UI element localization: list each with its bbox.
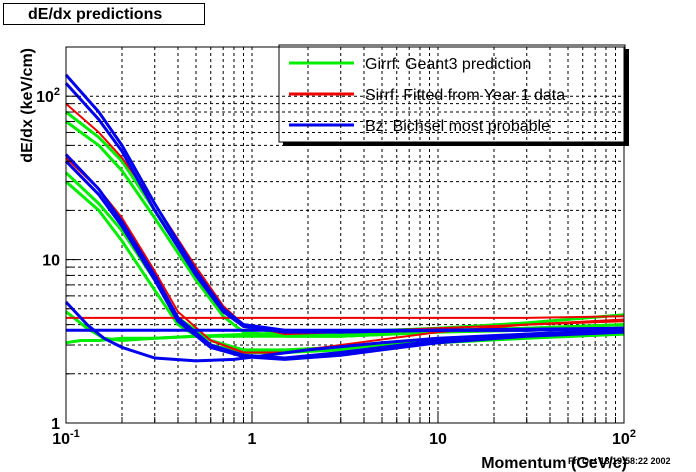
series-line-bz: [66, 326, 625, 332]
y-axis-label: dE/dx (keV/cm): [19, 48, 36, 163]
legend: Girrf: Geant3 prediction Sirrf: Fitted fr…: [289, 56, 565, 135]
y-tick-label: 1: [51, 416, 60, 433]
series-line-sirrf: [66, 315, 625, 319]
x-tick-label: 10: [429, 431, 447, 448]
series-line-bz: [64, 153, 625, 360]
grid: [66, 46, 624, 423]
series-line-girrf: [65, 120, 625, 338]
series-line-sirrf: [65, 157, 625, 354]
x-tick-label: 1: [248, 431, 257, 448]
axis-ticks: [65, 46, 616, 424]
x-tick-label: 10-1: [52, 428, 80, 448]
legend-label-girrf: Girrf: Geant3 prediction: [365, 56, 531, 73]
y-tick-label: 10: [42, 253, 60, 270]
series-layer: [64, 73, 625, 363]
legend-label-bz: Bz: Bichsel most probable: [365, 118, 550, 135]
legend-label-sirrf: Sirrf: Fitted from Year 1 data: [365, 87, 565, 104]
plot-frame: [65, 46, 625, 424]
y-tick-label: 102: [36, 86, 60, 106]
series-line-bz: [64, 300, 625, 363]
series-line-bz: [64, 160, 625, 361]
chart-title: dE/dx predictions: [28, 6, 163, 23]
timestamp: Fri Oct 18 19:58:22 2002: [568, 456, 671, 466]
x-tick-label: 102: [612, 428, 636, 448]
x-axis-label: Momentum (GeV/c): [481, 455, 627, 472]
chart-title-box: dE/dx predictions: [3, 3, 205, 25]
